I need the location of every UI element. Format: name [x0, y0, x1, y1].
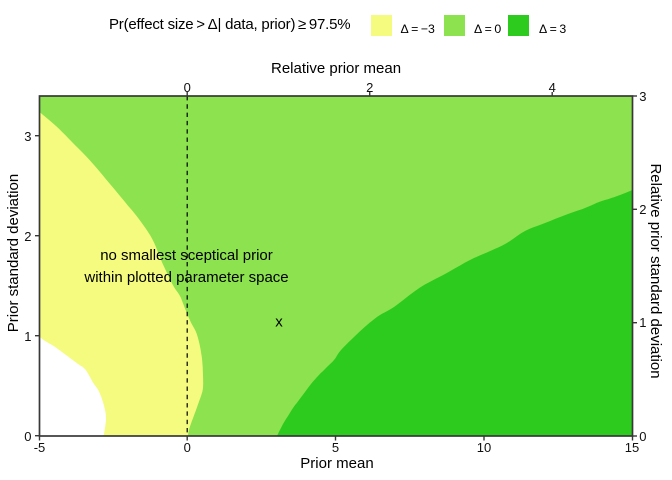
svg-text:x: x [275, 313, 283, 330]
